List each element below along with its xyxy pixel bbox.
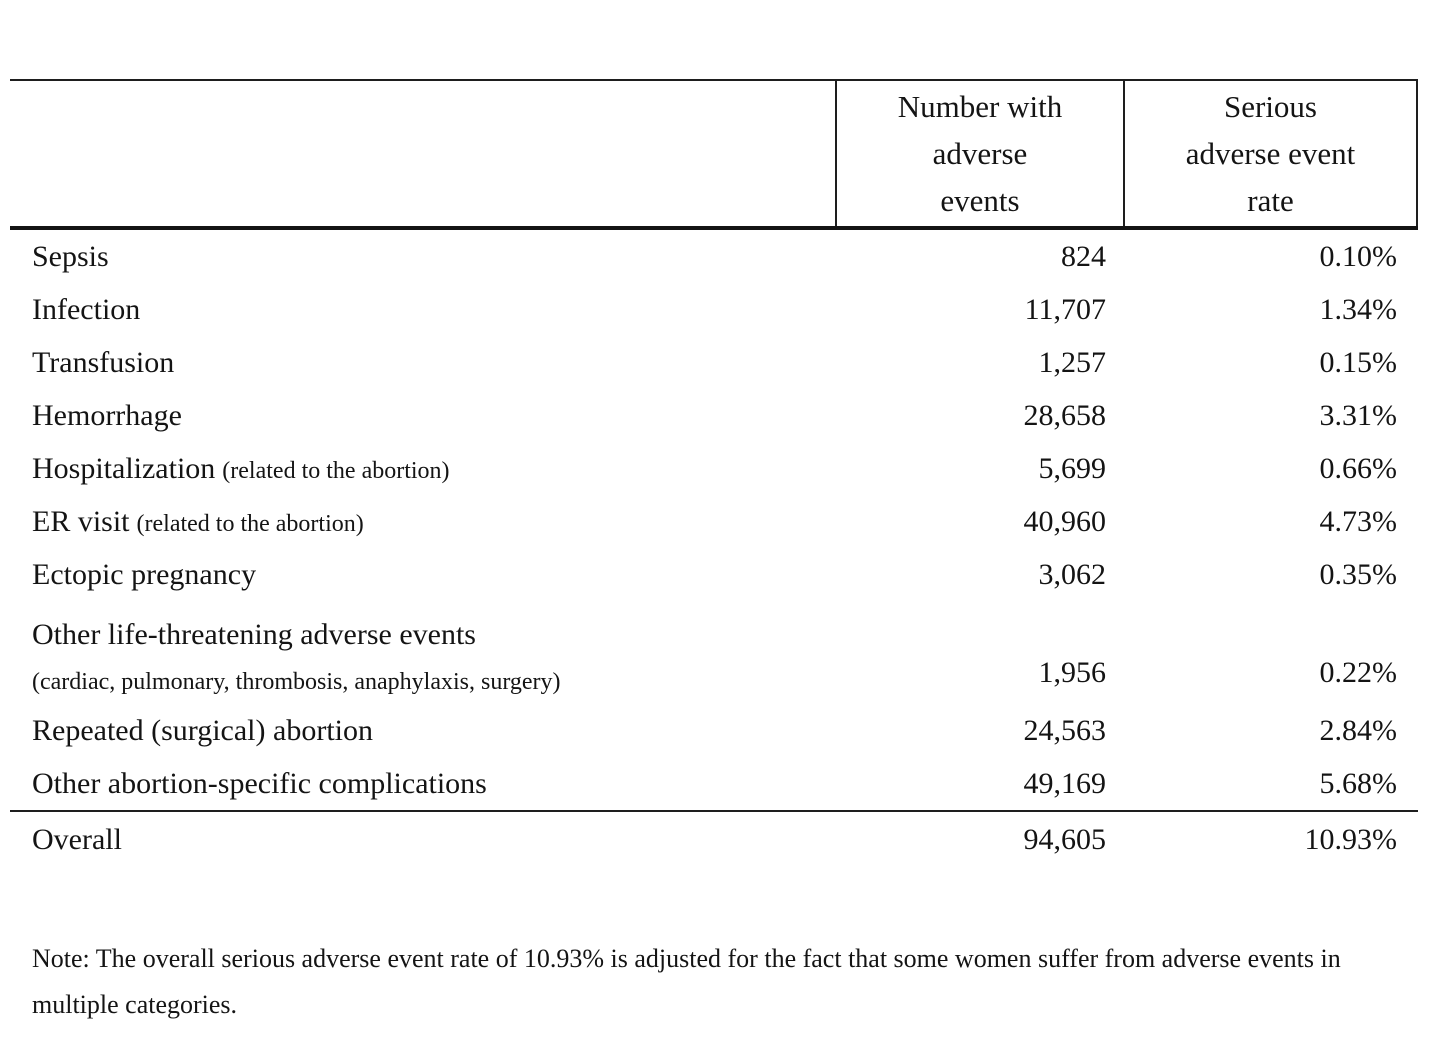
row-number-text: 1,956 [1038, 656, 1107, 689]
row-rate: 0.10% [1319, 239, 1398, 273]
table-row-sepsis: Sepsis 824 0.10% [10, 230, 1418, 283]
row-number: 1,257 [1038, 345, 1107, 379]
row-label: Hospitalization (related to the abortion) [10, 452, 835, 486]
row-rate: 1.34% [1319, 292, 1398, 326]
row-label: Other life-threatening adverse events (c… [10, 601, 835, 704]
row-number: 1,956 [835, 601, 1125, 704]
row-label: Other abortion-specific complications [10, 767, 835, 801]
table-row-other-life-threatening: Other life-threatening adverse events (c… [10, 601, 1418, 704]
row-rate: 0.15% [1319, 345, 1398, 379]
header-number-col: Number with adverse events [835, 81, 1125, 226]
row-label-text: Other life-threatening adverse events [32, 617, 476, 651]
row-rate: 0.66% [1319, 451, 1398, 485]
header-number-line: Number with [897, 89, 1063, 124]
table-row-transfusion: Transfusion 1,257 0.15% [10, 336, 1418, 389]
row-label-text: Infection [32, 292, 141, 326]
row-number: 11,707 [1024, 292, 1106, 326]
table-row-hospitalization: Hospitalization (related to the abortion)… [10, 442, 1418, 495]
row-rate: 0.22% [1125, 601, 1418, 704]
row-label: ER visit (related to the abortion) [10, 505, 835, 539]
row-rate: 2.84% [1319, 713, 1398, 747]
row-label: Repeated (surgical) abortion [10, 714, 835, 748]
row-label: Hemorrhage [10, 399, 835, 433]
header-empty-cell [10, 81, 835, 226]
row-number: 40,960 [1023, 504, 1107, 538]
row-rate-text: 0.22% [1319, 656, 1398, 689]
row-label-text: Overall [32, 823, 122, 856]
header-rate-line: rate [1247, 183, 1294, 218]
row-label: Overall [10, 823, 835, 857]
row-label: Ectopic pregnancy [10, 558, 835, 592]
row-label-text: Other abortion-specific complications [32, 766, 487, 800]
table-row-overall: Overall 94,605 10.93% [10, 810, 1418, 868]
row-rate: 0.35% [1319, 557, 1398, 591]
row-label: Sepsis [10, 240, 835, 274]
table-row-other-complications: Other abortion-specific complications 49… [10, 757, 1418, 810]
table-note: Note: The overall serious adverse event … [32, 944, 1341, 1019]
row-label: Transfusion [10, 346, 835, 380]
row-rate: 5.68% [1319, 766, 1398, 800]
row-label-text: Hemorrhage [32, 398, 182, 432]
table-row-repeated-abortion: Repeated (surgical) abortion 24,563 2.84… [10, 704, 1418, 757]
row-label-text: ER visit [32, 504, 130, 538]
table-row-infection: Infection 11,707 1.34% [10, 283, 1418, 336]
row-number: 824 [1061, 239, 1106, 273]
adverse-events-table: Number with adverse events Serious adver… [10, 79, 1418, 868]
row-number: 94,605 [1023, 823, 1107, 856]
header-number-line: events [940, 183, 1020, 218]
row-sublabel-text: (cardiac, pulmonary, thrombosis, anaphyl… [32, 668, 561, 695]
header-rate-col: Serious adverse event rate [1125, 81, 1418, 226]
header-number-line: adverse [932, 136, 1028, 171]
row-number: 28,658 [1023, 398, 1107, 432]
row-label: Infection [10, 293, 835, 327]
table-row-hemorrhage: Hemorrhage 28,658 3.31% [10, 389, 1418, 442]
header-rate-line: adverse event [1185, 136, 1356, 171]
row-label-text: Hospitalization [32, 451, 216, 485]
table-header-row: Number with adverse events Serious adver… [10, 79, 1418, 230]
row-rate: 10.93% [1304, 823, 1398, 856]
row-label-text: Transfusion [32, 345, 175, 379]
table-row-ectopic-pregnancy: Ectopic pregnancy 3,062 0.35% [10, 548, 1418, 601]
row-rate: 3.31% [1319, 398, 1398, 432]
row-sublabel-text: (related to the abortion) [136, 510, 364, 537]
row-rate: 4.73% [1319, 504, 1398, 538]
table-body: Sepsis 824 0.10% Infection 11,707 1.34% … [10, 230, 1418, 868]
row-number: 24,563 [1023, 713, 1107, 747]
header-rate-line: Serious [1224, 89, 1317, 124]
row-number: 49,169 [1023, 766, 1107, 800]
row-number: 5,699 [1038, 451, 1107, 485]
row-number: 3,062 [1038, 557, 1107, 591]
row-label-text: Repeated (surgical) abortion [32, 713, 373, 747]
table-row-er-visit: ER visit (related to the abortion) 40,960… [10, 495, 1418, 548]
row-label-text: Ectopic pregnancy [32, 557, 257, 591]
row-sublabel-text: (related to the abortion) [222, 457, 450, 484]
row-label-text: Sepsis [32, 239, 109, 273]
